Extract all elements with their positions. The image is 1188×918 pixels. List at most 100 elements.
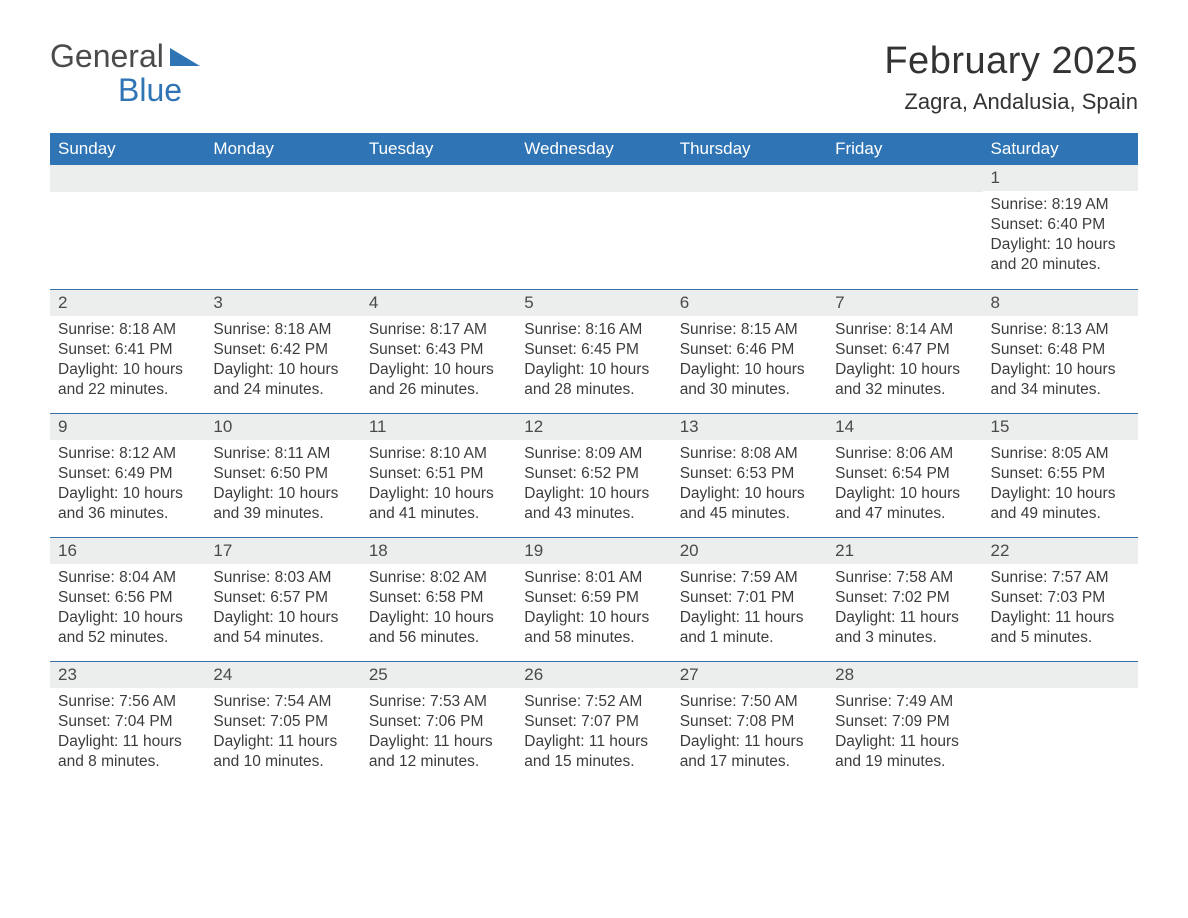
day-cell: 27Sunrise: 7:50 AMSunset: 7:08 PMDayligh… xyxy=(672,661,827,785)
sunset-line: Sunset: 6:59 PM xyxy=(524,588,663,608)
day-details: Sunrise: 8:06 AMSunset: 6:54 PMDaylight:… xyxy=(827,440,982,533)
day-details: Sunrise: 7:59 AMSunset: 7:01 PMDaylight:… xyxy=(672,564,827,657)
day-cell: 13Sunrise: 8:08 AMSunset: 6:53 PMDayligh… xyxy=(672,413,827,537)
day-number: 9 xyxy=(50,413,205,440)
sunset-line: Sunset: 6:40 PM xyxy=(991,215,1130,235)
sunrise-line: Sunrise: 8:06 AM xyxy=(835,444,974,464)
week-row: 16Sunrise: 8:04 AMSunset: 6:56 PMDayligh… xyxy=(50,537,1138,661)
sunrise-line: Sunrise: 8:16 AM xyxy=(524,320,663,340)
day-number: 12 xyxy=(516,413,671,440)
sunset-line: Sunset: 6:53 PM xyxy=(680,464,819,484)
day-cell xyxy=(50,165,205,289)
day-number: 6 xyxy=(672,289,827,316)
logo-word-general: General xyxy=(50,40,164,74)
daylight-line: Daylight: 10 hours and 28 minutes. xyxy=(524,360,663,400)
sunrise-line: Sunrise: 7:54 AM xyxy=(213,692,352,712)
day-number: 10 xyxy=(205,413,360,440)
sunrise-line: Sunrise: 8:18 AM xyxy=(58,320,197,340)
day-details: Sunrise: 8:10 AMSunset: 6:51 PMDaylight:… xyxy=(361,440,516,533)
daylight-line: Daylight: 10 hours and 36 minutes. xyxy=(58,484,197,524)
day-details: Sunrise: 7:52 AMSunset: 7:07 PMDaylight:… xyxy=(516,688,671,781)
day-cell: 19Sunrise: 8:01 AMSunset: 6:59 PMDayligh… xyxy=(516,537,671,661)
day-cell xyxy=(361,165,516,289)
sunset-line: Sunset: 6:42 PM xyxy=(213,340,352,360)
daylight-line: Daylight: 10 hours and 56 minutes. xyxy=(369,608,508,648)
day-details: Sunrise: 7:54 AMSunset: 7:05 PMDaylight:… xyxy=(205,688,360,781)
daylight-line: Daylight: 11 hours and 5 minutes. xyxy=(991,608,1130,648)
day-number: 23 xyxy=(50,661,205,688)
day-details: Sunrise: 7:57 AMSunset: 7:03 PMDaylight:… xyxy=(983,564,1138,657)
sunset-line: Sunset: 6:43 PM xyxy=(369,340,508,360)
day-number: 15 xyxy=(983,413,1138,440)
daylight-line: Daylight: 11 hours and 19 minutes. xyxy=(835,732,974,772)
sunset-line: Sunset: 7:02 PM xyxy=(835,588,974,608)
sunset-line: Sunset: 7:04 PM xyxy=(58,712,197,732)
day-details: Sunrise: 8:17 AMSunset: 6:43 PMDaylight:… xyxy=(361,316,516,409)
day-details: Sunrise: 8:18 AMSunset: 6:41 PMDaylight:… xyxy=(50,316,205,409)
day-details: Sunrise: 8:18 AMSunset: 6:42 PMDaylight:… xyxy=(205,316,360,409)
sunset-line: Sunset: 7:06 PM xyxy=(369,712,508,732)
sunset-line: Sunset: 6:54 PM xyxy=(835,464,974,484)
sunset-line: Sunset: 6:51 PM xyxy=(369,464,508,484)
daylight-line: Daylight: 10 hours and 43 minutes. xyxy=(524,484,663,524)
day-details: Sunrise: 8:02 AMSunset: 6:58 PMDaylight:… xyxy=(361,564,516,657)
day-cell: 3Sunrise: 8:18 AMSunset: 6:42 PMDaylight… xyxy=(205,289,360,413)
day-cell: 1Sunrise: 8:19 AMSunset: 6:40 PMDaylight… xyxy=(983,165,1138,289)
daylight-line: Daylight: 11 hours and 1 minute. xyxy=(680,608,819,648)
day-details: Sunrise: 7:50 AMSunset: 7:08 PMDaylight:… xyxy=(672,688,827,781)
day-cell: 4Sunrise: 8:17 AMSunset: 6:43 PMDaylight… xyxy=(361,289,516,413)
daylight-line: Daylight: 11 hours and 15 minutes. xyxy=(524,732,663,772)
day-header: Thursday xyxy=(672,133,827,165)
calendar-table: Sunday Monday Tuesday Wednesday Thursday… xyxy=(50,133,1138,785)
sunrise-line: Sunrise: 8:13 AM xyxy=(991,320,1130,340)
day-cell xyxy=(672,165,827,289)
day-number: 7 xyxy=(827,289,982,316)
day-cell: 15Sunrise: 8:05 AMSunset: 6:55 PMDayligh… xyxy=(983,413,1138,537)
empty-day xyxy=(827,165,982,192)
day-details: Sunrise: 7:56 AMSunset: 7:04 PMDaylight:… xyxy=(50,688,205,781)
sunset-line: Sunset: 6:46 PM xyxy=(680,340,819,360)
daylight-line: Daylight: 10 hours and 24 minutes. xyxy=(213,360,352,400)
month-title: February 2025 xyxy=(884,40,1138,83)
day-header: Friday xyxy=(827,133,982,165)
day-number: 14 xyxy=(827,413,982,440)
day-details: Sunrise: 8:04 AMSunset: 6:56 PMDaylight:… xyxy=(50,564,205,657)
day-details: Sunrise: 8:13 AMSunset: 6:48 PMDaylight:… xyxy=(983,316,1138,409)
empty-day xyxy=(516,165,671,192)
day-number: 18 xyxy=(361,537,516,564)
day-number: 25 xyxy=(361,661,516,688)
sunset-line: Sunset: 6:52 PM xyxy=(524,464,663,484)
day-number: 27 xyxy=(672,661,827,688)
sunrise-line: Sunrise: 7:49 AM xyxy=(835,692,974,712)
logo-triangle-icon xyxy=(170,48,200,66)
day-cell: 5Sunrise: 8:16 AMSunset: 6:45 PMDaylight… xyxy=(516,289,671,413)
sunset-line: Sunset: 6:50 PM xyxy=(213,464,352,484)
day-number: 13 xyxy=(672,413,827,440)
sunset-line: Sunset: 7:01 PM xyxy=(680,588,819,608)
day-number: 16 xyxy=(50,537,205,564)
day-cell: 25Sunrise: 7:53 AMSunset: 7:06 PMDayligh… xyxy=(361,661,516,785)
day-number: 8 xyxy=(983,289,1138,316)
day-details: Sunrise: 8:09 AMSunset: 6:52 PMDaylight:… xyxy=(516,440,671,533)
daylight-line: Daylight: 10 hours and 34 minutes. xyxy=(991,360,1130,400)
day-details: Sunrise: 8:15 AMSunset: 6:46 PMDaylight:… xyxy=(672,316,827,409)
sunset-line: Sunset: 7:05 PM xyxy=(213,712,352,732)
day-cell: 24Sunrise: 7:54 AMSunset: 7:05 PMDayligh… xyxy=(205,661,360,785)
sunset-line: Sunset: 6:41 PM xyxy=(58,340,197,360)
day-header: Sunday xyxy=(50,133,205,165)
sunrise-line: Sunrise: 8:01 AM xyxy=(524,568,663,588)
daylight-line: Daylight: 10 hours and 41 minutes. xyxy=(369,484,508,524)
day-details: Sunrise: 7:53 AMSunset: 7:06 PMDaylight:… xyxy=(361,688,516,781)
day-cell: 10Sunrise: 8:11 AMSunset: 6:50 PMDayligh… xyxy=(205,413,360,537)
day-header: Saturday xyxy=(983,133,1138,165)
day-cell: 21Sunrise: 7:58 AMSunset: 7:02 PMDayligh… xyxy=(827,537,982,661)
day-header: Wednesday xyxy=(516,133,671,165)
sunrise-line: Sunrise: 8:14 AM xyxy=(835,320,974,340)
sunrise-line: Sunrise: 7:53 AM xyxy=(369,692,508,712)
daylight-line: Daylight: 10 hours and 39 minutes. xyxy=(213,484,352,524)
day-details: Sunrise: 8:19 AMSunset: 6:40 PMDaylight:… xyxy=(983,191,1138,284)
daylight-line: Daylight: 10 hours and 30 minutes. xyxy=(680,360,819,400)
day-details: Sunrise: 7:49 AMSunset: 7:09 PMDaylight:… xyxy=(827,688,982,781)
daylight-line: Daylight: 10 hours and 20 minutes. xyxy=(991,235,1130,275)
day-number: 20 xyxy=(672,537,827,564)
